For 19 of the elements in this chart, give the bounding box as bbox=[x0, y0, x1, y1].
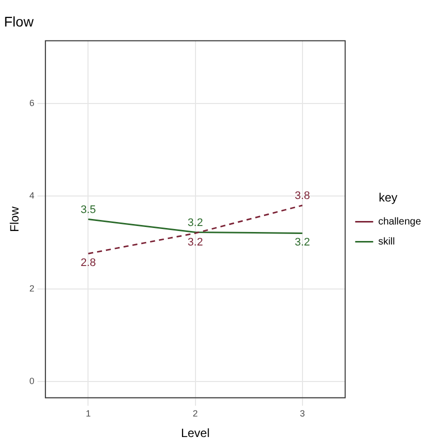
data-label: 3.2 bbox=[188, 236, 203, 249]
data-label: 3.2 bbox=[294, 236, 310, 249]
x-tick-label: 3 bbox=[300, 408, 305, 419]
y-tick-label: 4 bbox=[29, 190, 34, 201]
data-label: 3.2 bbox=[188, 216, 203, 229]
y-tick-label: 2 bbox=[29, 283, 34, 294]
y-tick-label: 0 bbox=[29, 376, 34, 386]
legend-label: challenge bbox=[378, 216, 422, 228]
data-label: 2.8 bbox=[80, 257, 96, 270]
y-axis-title: Flow bbox=[8, 206, 22, 232]
x-tick-label: 1 bbox=[86, 408, 91, 419]
data-label: 3.5 bbox=[80, 204, 96, 216]
legend-title: key bbox=[378, 190, 398, 205]
data-label: 3.8 bbox=[294, 190, 310, 202]
x-axis-title: Level bbox=[180, 426, 210, 440]
chart-title: Flow bbox=[4, 13, 34, 30]
legend-label: skill bbox=[378, 236, 395, 248]
x-tick-label: 2 bbox=[192, 408, 198, 419]
y-tick-label: 6 bbox=[29, 98, 34, 108]
